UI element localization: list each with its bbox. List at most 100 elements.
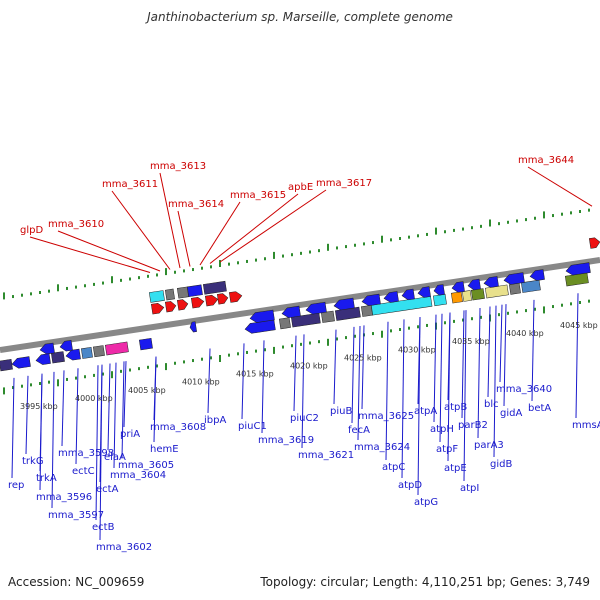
forward-gene <box>204 294 219 307</box>
gene-arrow <box>59 339 73 352</box>
reverse-gene-label: trkA <box>36 473 57 484</box>
leader-line <box>357 325 361 441</box>
reverse-gene-label: atpI <box>460 483 479 494</box>
gene-arrow <box>216 293 229 305</box>
kbp-label: 4040 kbp <box>506 329 544 338</box>
leader-line <box>241 343 245 420</box>
gene-arrow <box>228 291 243 303</box>
reverse-gene <box>360 304 373 317</box>
forward-gene-label: mma_3610 <box>48 219 104 230</box>
forward-gene <box>148 290 165 303</box>
gene-arrow <box>281 305 301 319</box>
reverse-gene <box>35 353 51 365</box>
reverse-gene <box>520 279 541 293</box>
reverse-gene-label: priA <box>120 429 140 440</box>
reverse-gene <box>80 346 93 359</box>
gene-arrow <box>11 356 31 369</box>
reverse-gene <box>564 272 589 287</box>
leader-line <box>39 373 43 491</box>
leader-line <box>461 310 465 419</box>
reverse-gene <box>65 348 81 361</box>
forward-gene-label: mma_3611 <box>102 179 158 190</box>
gene-arrow <box>450 291 463 304</box>
gene-arrow <box>176 299 189 311</box>
leader-line <box>207 348 211 414</box>
leader-line <box>439 313 443 443</box>
gene-arrow <box>150 303 165 315</box>
reverse-gene <box>383 291 399 303</box>
reverse-gene-label: fecA <box>348 425 370 436</box>
forward-gene-label: mma_3617 <box>316 178 372 189</box>
reverse-gene-label: parB2 <box>458 420 488 431</box>
gene-arrow <box>417 286 431 298</box>
gene-arrow <box>190 297 205 309</box>
leader-line <box>487 306 491 398</box>
reverse-gene <box>50 351 65 364</box>
gene-arrow <box>503 272 525 285</box>
leader-line <box>493 305 497 458</box>
reverse-gene-label: betA <box>528 403 551 414</box>
reverse-gene-label: mma_3602 <box>96 542 152 553</box>
reverse-gene <box>467 278 481 291</box>
reverse-gene-label: mmsA <box>572 420 600 431</box>
reverse-gene <box>59 339 73 352</box>
gene-arrow <box>35 353 51 365</box>
reverse-gene <box>39 342 55 355</box>
reverse-gene-label: mma_3608 <box>150 422 206 433</box>
gene-arrow <box>176 286 189 299</box>
reverse-gene-label: ibpA <box>204 415 226 426</box>
forward-gene <box>190 297 205 309</box>
gene-arrow <box>148 290 165 303</box>
reverse-gene-label: gidB <box>490 459 512 470</box>
reverse-gene <box>104 341 129 356</box>
leader-line <box>351 326 355 424</box>
reverse-gene <box>333 297 355 311</box>
leader-line <box>11 377 15 479</box>
reverse-gene-label: blc <box>484 399 499 410</box>
leader-line <box>293 335 297 412</box>
leader-line <box>29 236 151 273</box>
reverse-gene <box>278 317 291 330</box>
reverse-gene-label: atpB <box>444 402 467 413</box>
map-title: Janthinobacterium sp. Marseille, complet… <box>147 10 453 24</box>
gene-arrow <box>80 346 93 359</box>
gene-arrow <box>0 358 13 372</box>
leader-line <box>51 371 55 509</box>
kbp-label: 4005 kbp <box>128 386 166 395</box>
forward-gene <box>164 301 177 313</box>
reverse-gene-label: atpH <box>430 424 454 435</box>
reverse-gene <box>244 319 276 334</box>
forward-gene-label: apbE <box>288 182 313 193</box>
kbp-label: 4020 kbp <box>290 362 328 371</box>
accession-label: Accession: NC_009659 <box>8 575 145 589</box>
leader-line <box>209 193 299 264</box>
leader-line <box>75 368 79 465</box>
leader-line <box>219 189 327 263</box>
forward-gene-label: mma_3613 <box>150 161 206 172</box>
forward-gene-label: mma_3644 <box>518 155 574 166</box>
reverse-gene-label: atpD <box>398 480 422 491</box>
leader-line <box>113 362 117 469</box>
leader-line <box>95 365 99 521</box>
gene-arrow <box>138 337 153 351</box>
reverse-gene <box>450 291 463 304</box>
leader-line <box>159 172 181 269</box>
forward-gene <box>228 291 243 303</box>
kbp-label: 4045 kbp <box>560 321 598 330</box>
forward-gene <box>176 286 189 299</box>
gene-arrow <box>508 282 521 295</box>
forward-gene <box>176 299 189 311</box>
reverse-gene-label: mma_3604 <box>110 470 166 481</box>
gene-arrow <box>104 341 129 356</box>
leader-line <box>261 340 265 434</box>
leader-line <box>361 325 365 410</box>
leader-line <box>153 356 157 421</box>
leader-line <box>199 201 241 266</box>
kbp-label: 3995 kbp <box>20 402 58 411</box>
leader-line <box>57 230 161 272</box>
gene-arrow <box>186 284 203 298</box>
gene-arrow <box>164 301 177 313</box>
gene-arrow <box>92 345 105 358</box>
gene-arrow <box>361 293 381 307</box>
